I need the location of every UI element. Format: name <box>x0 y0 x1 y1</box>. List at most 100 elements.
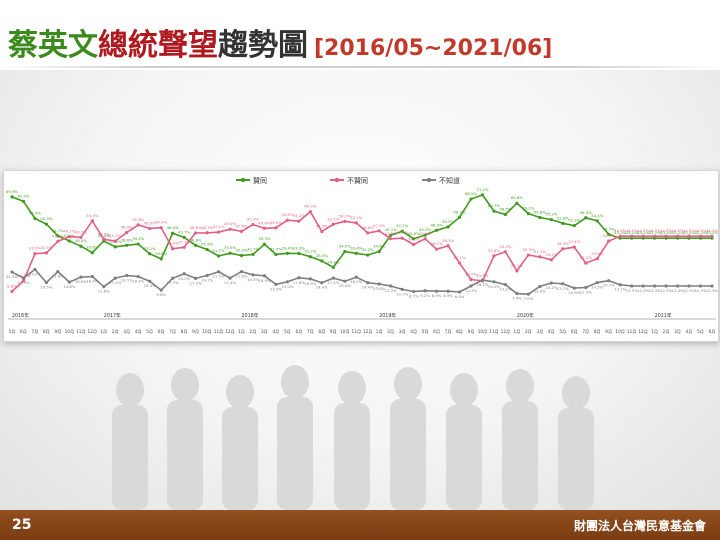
x-tick-label: 6月 <box>20 329 27 335</box>
data-label: 7.4% <box>512 296 522 301</box>
data-point <box>239 269 244 274</box>
x-tick-label: 8月 <box>318 329 325 335</box>
data-point <box>320 229 324 234</box>
data-point <box>687 234 691 238</box>
data-point <box>33 252 37 256</box>
x-tick-label: 9月 <box>54 329 61 335</box>
data-point <box>492 280 496 284</box>
data-label: 65.8% <box>511 195 523 200</box>
data-point <box>698 284 703 288</box>
data-label: 19.1% <box>201 277 213 282</box>
data-label: 38.6% <box>190 237 202 242</box>
data-label: 27.1% <box>580 255 592 260</box>
data-label: 37.4% <box>568 239 580 244</box>
x-tick-label: 10月 <box>202 329 212 335</box>
data-label: 44.5% <box>683 228 695 233</box>
data-label: 48.3% <box>431 222 443 227</box>
crowd-silhouette-image <box>112 365 594 510</box>
data-label: 42.8% <box>419 231 431 236</box>
data-point <box>194 243 198 247</box>
data-label: 17.4% <box>224 280 236 285</box>
data-label: 15.6% <box>476 273 488 278</box>
data-label: 24.3% <box>327 259 339 264</box>
x-tick-label: 6月 <box>158 329 165 335</box>
data-point <box>10 195 14 199</box>
data-label: 18.0% <box>350 279 362 284</box>
data-label: 50.5% <box>442 219 454 224</box>
data-label: 33.4% <box>350 245 362 250</box>
data-point <box>262 274 267 278</box>
data-point <box>44 251 49 255</box>
data-label: 29.8% <box>155 251 167 256</box>
slide-title: 蔡英文總統聲望趨勢圖 [2016/05~2021/06] <box>8 20 552 63</box>
data-point <box>182 245 186 249</box>
data-label: 11.8% <box>98 289 110 294</box>
data-point <box>561 282 565 286</box>
data-point <box>526 211 530 216</box>
data-point <box>607 239 611 243</box>
data-label: 33.8% <box>86 245 98 250</box>
x-tick-label: 6月 <box>571 329 578 335</box>
x-tick-label: 11月 <box>627 329 637 335</box>
data-label: 12.0% <box>534 288 546 293</box>
x-tick-label: 7月 <box>445 329 452 335</box>
data-point <box>136 274 140 279</box>
data-label: 8.7% <box>409 294 419 299</box>
data-label: 56.6% <box>534 209 546 214</box>
data-point <box>297 251 301 256</box>
data-label: 52.2% <box>327 216 339 221</box>
data-label: 21.6% <box>52 274 64 279</box>
data-label: 7.0% <box>524 296 534 301</box>
data-point <box>457 261 462 265</box>
data-point <box>44 280 49 285</box>
data-label: 15.0% <box>281 284 293 289</box>
data-label: 12.3% <box>683 288 695 293</box>
data-point <box>400 236 404 240</box>
data-point <box>446 289 450 293</box>
footer-bar: 25 財團法人台灣民意基金會 <box>0 510 720 540</box>
data-label: 47.6% <box>235 223 247 228</box>
data-label: 43.2% <box>660 230 672 235</box>
x-tick-label: 9月 <box>605 329 612 335</box>
data-point <box>67 235 71 239</box>
data-label: 44.2% <box>63 229 75 234</box>
data-label: 47.9% <box>373 223 385 228</box>
data-point <box>308 255 312 259</box>
x-tick-label: 2月 <box>525 329 532 335</box>
data-label: 46.6% <box>362 225 374 230</box>
data-label: 50.0% <box>155 220 167 225</box>
data-point <box>67 280 71 284</box>
data-point <box>239 229 244 233</box>
data-label: 36.3% <box>557 241 569 246</box>
data-label: 17.4% <box>109 280 121 285</box>
data-point <box>262 226 267 230</box>
data-label: 46.6% <box>190 225 202 230</box>
data-point <box>687 284 691 288</box>
data-label: 14.8% <box>63 284 75 289</box>
data-label: 41.2% <box>52 233 64 238</box>
data-label: 43.2% <box>683 230 695 235</box>
data-label: 47.7% <box>396 223 408 228</box>
data-label: 42.8% <box>385 231 397 236</box>
data-point <box>526 292 530 296</box>
data-label: 31.7% <box>213 248 225 253</box>
data-label: 32.3% <box>522 247 534 252</box>
x-tick-label: 9月 <box>192 329 199 335</box>
data-label: 14.4% <box>362 285 374 290</box>
x-tick-label: 7月 <box>307 329 314 335</box>
data-point <box>308 277 312 281</box>
data-label: 34.5% <box>339 244 351 249</box>
data-label: 10.1% <box>396 291 408 296</box>
x-tick-label: 5月 <box>559 329 566 335</box>
data-point <box>79 244 83 248</box>
page-number: 25 <box>12 517 32 533</box>
x-tick-label: 3月 <box>536 329 543 335</box>
data-point <box>136 223 140 227</box>
title-type: 趨勢圖 <box>218 28 308 63</box>
data-label: 60.3% <box>304 204 316 209</box>
data-point <box>423 289 427 293</box>
data-label: 17.4% <box>327 280 339 285</box>
data-point <box>33 267 37 272</box>
data-point <box>515 269 519 273</box>
data-label: 35.9% <box>201 241 213 246</box>
